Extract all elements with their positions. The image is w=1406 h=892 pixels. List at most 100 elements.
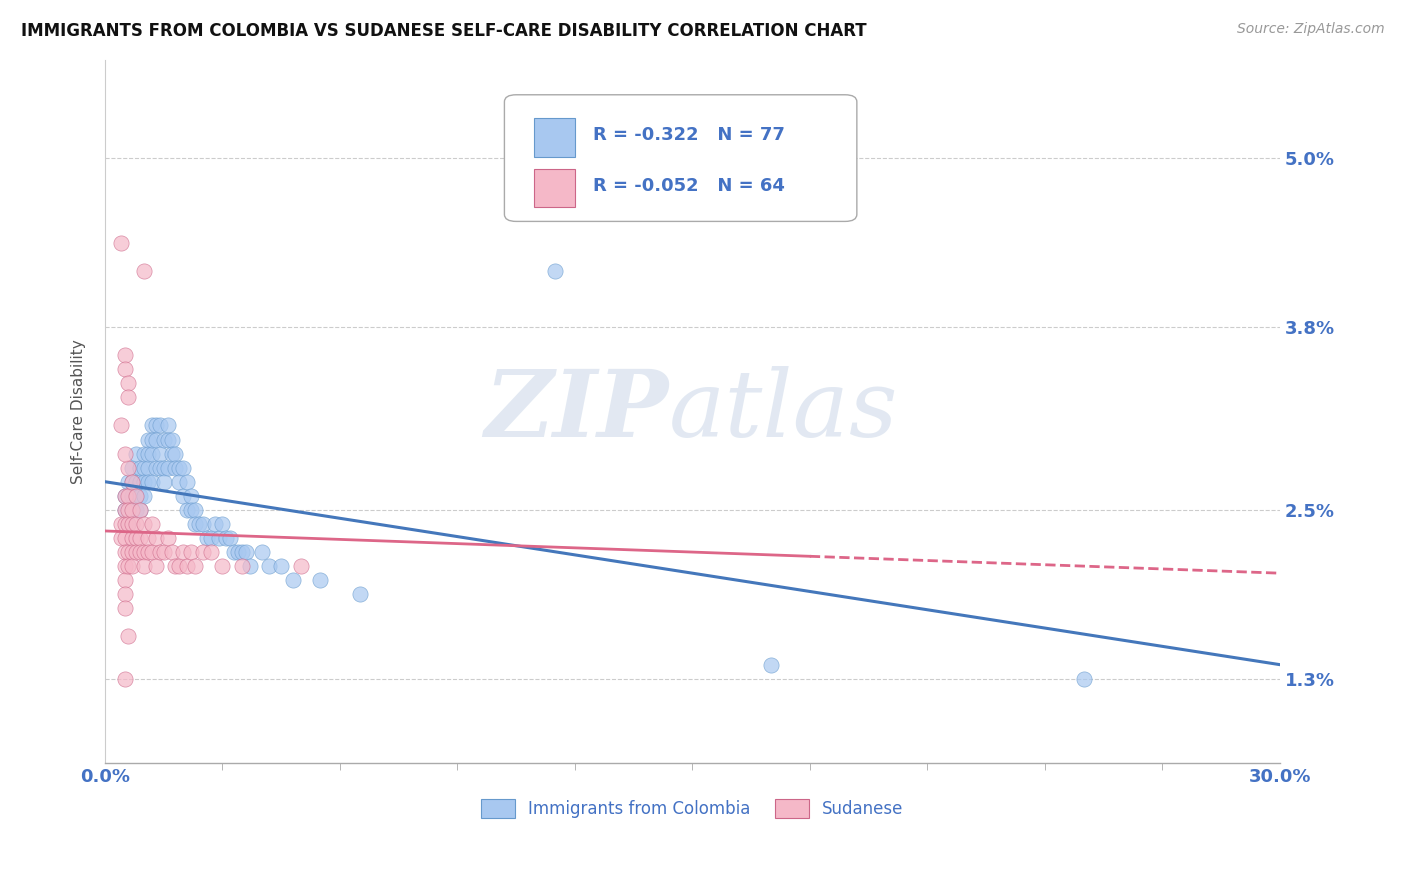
Point <box>114 489 136 503</box>
Point <box>114 559 136 574</box>
Point <box>145 460 167 475</box>
Point <box>117 559 139 574</box>
Point <box>129 531 152 545</box>
Point <box>149 545 172 559</box>
Point <box>160 545 183 559</box>
Text: atlas: atlas <box>669 367 898 457</box>
Point <box>226 545 249 559</box>
Point <box>129 503 152 517</box>
Point <box>136 531 159 545</box>
Point <box>117 460 139 475</box>
Point <box>125 516 148 531</box>
Point <box>121 531 143 545</box>
Point <box>200 545 222 559</box>
Point <box>169 475 191 489</box>
Point <box>211 559 233 574</box>
Legend: Immigrants from Colombia, Sudanese: Immigrants from Colombia, Sudanese <box>475 793 910 825</box>
Y-axis label: Self-Care Disability: Self-Care Disability <box>72 339 86 483</box>
Point <box>121 489 143 503</box>
Point <box>117 630 139 644</box>
Point <box>281 573 304 587</box>
Point <box>204 516 226 531</box>
Point <box>129 489 152 503</box>
Point <box>191 545 214 559</box>
Point <box>121 460 143 475</box>
Point <box>215 531 238 545</box>
Point <box>114 362 136 376</box>
Point <box>207 531 229 545</box>
Point <box>125 531 148 545</box>
Point <box>176 559 198 574</box>
Point <box>184 516 207 531</box>
Point <box>544 263 567 277</box>
Point <box>134 475 156 489</box>
Bar <box>534 118 575 157</box>
Text: Source: ZipAtlas.com: Source: ZipAtlas.com <box>1237 22 1385 37</box>
Point <box>759 657 782 672</box>
Point <box>259 559 281 574</box>
Point <box>136 475 159 489</box>
Point <box>160 446 183 460</box>
Point <box>125 489 148 503</box>
Point <box>145 531 167 545</box>
Text: R = -0.052   N = 64: R = -0.052 N = 64 <box>592 178 785 195</box>
Point <box>152 433 174 447</box>
Point <box>117 475 139 489</box>
Point <box>134 559 156 574</box>
Point <box>117 376 139 391</box>
Point <box>195 531 218 545</box>
Point <box>134 545 156 559</box>
Point <box>239 559 262 574</box>
Point <box>117 545 139 559</box>
Point <box>1073 672 1095 686</box>
Point <box>134 516 156 531</box>
Point <box>134 446 156 460</box>
Point <box>125 545 148 559</box>
Point <box>309 573 332 587</box>
Point <box>125 475 148 489</box>
Point <box>191 516 214 531</box>
Point <box>114 348 136 362</box>
Point <box>125 489 148 503</box>
Point <box>114 672 136 686</box>
Bar <box>534 169 575 207</box>
Point <box>114 446 136 460</box>
Point <box>114 601 136 615</box>
Point <box>290 559 312 574</box>
Point <box>145 559 167 574</box>
Point <box>129 545 152 559</box>
Point <box>145 418 167 433</box>
Point <box>270 559 292 574</box>
Point <box>184 503 207 517</box>
Point <box>110 235 132 250</box>
Point <box>129 460 152 475</box>
Point <box>156 460 179 475</box>
Point <box>145 433 167 447</box>
Point <box>152 545 174 559</box>
Point <box>114 489 136 503</box>
Point <box>117 503 139 517</box>
Point <box>125 503 148 517</box>
Point <box>121 503 143 517</box>
Point <box>156 418 179 433</box>
Point <box>224 545 246 559</box>
Point <box>141 475 163 489</box>
Point <box>172 489 194 503</box>
Point <box>156 531 179 545</box>
Point <box>200 531 222 545</box>
Point <box>231 559 253 574</box>
Point <box>125 446 148 460</box>
Point <box>349 587 371 601</box>
Point <box>156 433 179 447</box>
Point <box>121 559 143 574</box>
Point <box>117 390 139 404</box>
Point <box>121 475 143 489</box>
Point <box>141 433 163 447</box>
Point <box>114 503 136 517</box>
Point <box>110 531 132 545</box>
Point <box>110 418 132 433</box>
Point <box>235 545 257 559</box>
Point <box>176 503 198 517</box>
Point <box>117 516 139 531</box>
Point <box>250 545 273 559</box>
